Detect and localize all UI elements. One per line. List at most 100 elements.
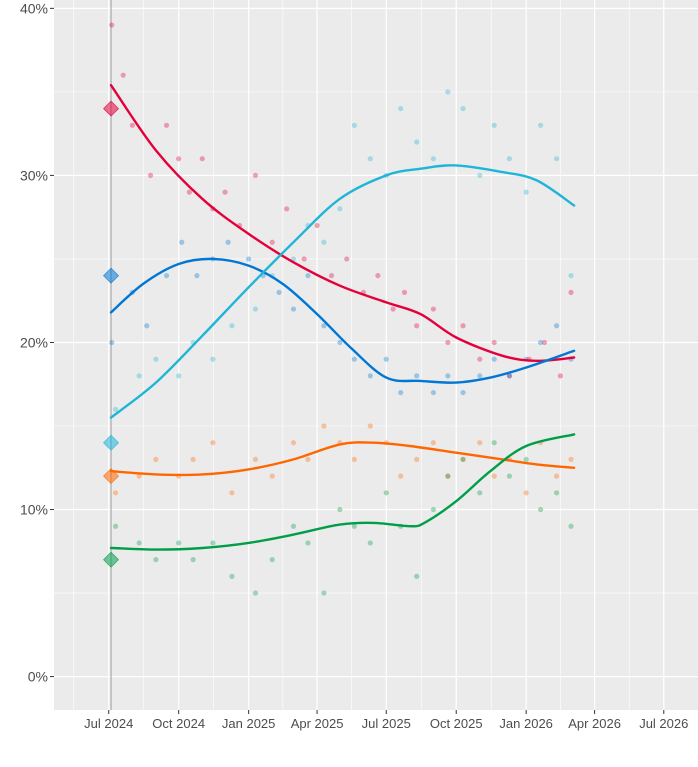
trend-line — [109, 257, 576, 384]
poll-point — [460, 389, 466, 396]
y-tick-label: 20% — [20, 334, 48, 350]
result-diamond — [102, 100, 120, 117]
poll-point — [568, 273, 574, 279]
poll-point — [383, 356, 389, 362]
trend-line — [109, 84, 576, 363]
poll-point — [541, 339, 548, 346]
poll-point — [398, 389, 404, 396]
poll-point — [337, 506, 343, 513]
poll-point — [523, 490, 529, 496]
poll-point — [136, 540, 142, 546]
x-axis: Jul 2024 Oct 2024 Jan 2025 Apr 2025 Jul 2025… — [84, 710, 688, 731]
result-diamond — [102, 551, 120, 568]
x-tick-label: Jul 2026 — [639, 716, 688, 731]
poll-point — [222, 189, 228, 195]
poll-point — [163, 122, 170, 128]
poll-point — [252, 590, 259, 596]
poll-point — [523, 456, 529, 463]
poll-point — [445, 473, 451, 479]
poll-point — [367, 373, 373, 379]
poll-point — [290, 523, 297, 529]
poll-point — [305, 456, 311, 463]
grid-lines — [54, 0, 698, 710]
poll-point — [136, 473, 142, 479]
y-tick-label: 10% — [20, 502, 48, 518]
poll-point — [367, 156, 373, 162]
poll-point — [557, 373, 563, 379]
poll-point — [153, 456, 159, 463]
poll-point — [269, 557, 275, 563]
plot-panel — [54, 0, 698, 710]
poll-point — [568, 456, 574, 463]
poll-point — [176, 156, 182, 162]
x-tick-label: Jan 2026 — [499, 716, 553, 731]
result-diamond — [102, 267, 120, 284]
poll-point — [225, 239, 231, 245]
poll-point — [153, 557, 159, 563]
poll-point — [414, 456, 420, 463]
poll-point — [383, 490, 389, 496]
poll-point — [430, 506, 437, 513]
poll-point — [290, 440, 297, 446]
poll-point — [328, 273, 335, 279]
poll-point — [491, 339, 497, 346]
poll-point — [445, 473, 451, 479]
poll-point — [314, 222, 320, 229]
poll-point — [144, 323, 150, 329]
poll-point — [136, 373, 142, 379]
poll-point — [491, 440, 497, 446]
poll-point — [430, 156, 437, 162]
poll-point — [460, 456, 466, 463]
poll-point — [367, 540, 373, 546]
poll-point — [112, 523, 119, 529]
poll-point — [109, 339, 115, 346]
x-tick-label: Jul 2025 — [362, 716, 411, 731]
trend-lines — [109, 84, 576, 551]
poll-point — [445, 373, 451, 379]
poll-point — [460, 323, 466, 329]
poll-point — [430, 306, 437, 312]
poll-point — [390, 306, 396, 312]
poll-point — [190, 456, 196, 463]
poll-point — [276, 289, 282, 295]
poll-point — [199, 156, 205, 162]
poll-point — [568, 523, 574, 529]
poll-point — [491, 356, 497, 362]
poll-point — [112, 490, 119, 496]
x-tick-label: Oct 2025 — [430, 716, 483, 731]
poll-point — [163, 273, 170, 279]
poll-point — [321, 590, 327, 596]
poll-point — [506, 373, 513, 379]
poll-point — [553, 323, 560, 329]
poll-point — [491, 473, 497, 479]
poll-point — [414, 139, 420, 145]
x-tick-label: Apr 2025 — [291, 716, 344, 731]
y-tick-label: 30% — [20, 167, 48, 183]
poll-point — [210, 440, 216, 446]
y-tick-label: 40% — [20, 0, 48, 16]
poll-point — [176, 373, 182, 379]
poll-point — [414, 323, 420, 329]
poll-point — [112, 406, 119, 412]
poll-point — [252, 306, 259, 312]
poll-point — [176, 540, 182, 546]
poll-point — [344, 256, 350, 262]
poll-point — [129, 122, 135, 128]
poll-point — [375, 273, 381, 279]
poll-point — [398, 105, 404, 112]
poll-point — [210, 356, 216, 362]
poll-point — [568, 289, 574, 295]
poll-point — [538, 339, 544, 346]
poll-point — [190, 557, 196, 563]
poll-point — [321, 239, 327, 245]
result-diamond — [102, 468, 120, 485]
poll-point — [430, 389, 437, 396]
poll-point — [321, 423, 327, 429]
poll-point — [477, 440, 483, 446]
poll-point — [506, 373, 513, 379]
poll-point — [477, 172, 483, 179]
poll-point — [246, 256, 252, 262]
x-tick-label: Jul 2024 — [84, 716, 133, 731]
y-tick-label: 0% — [28, 669, 48, 685]
